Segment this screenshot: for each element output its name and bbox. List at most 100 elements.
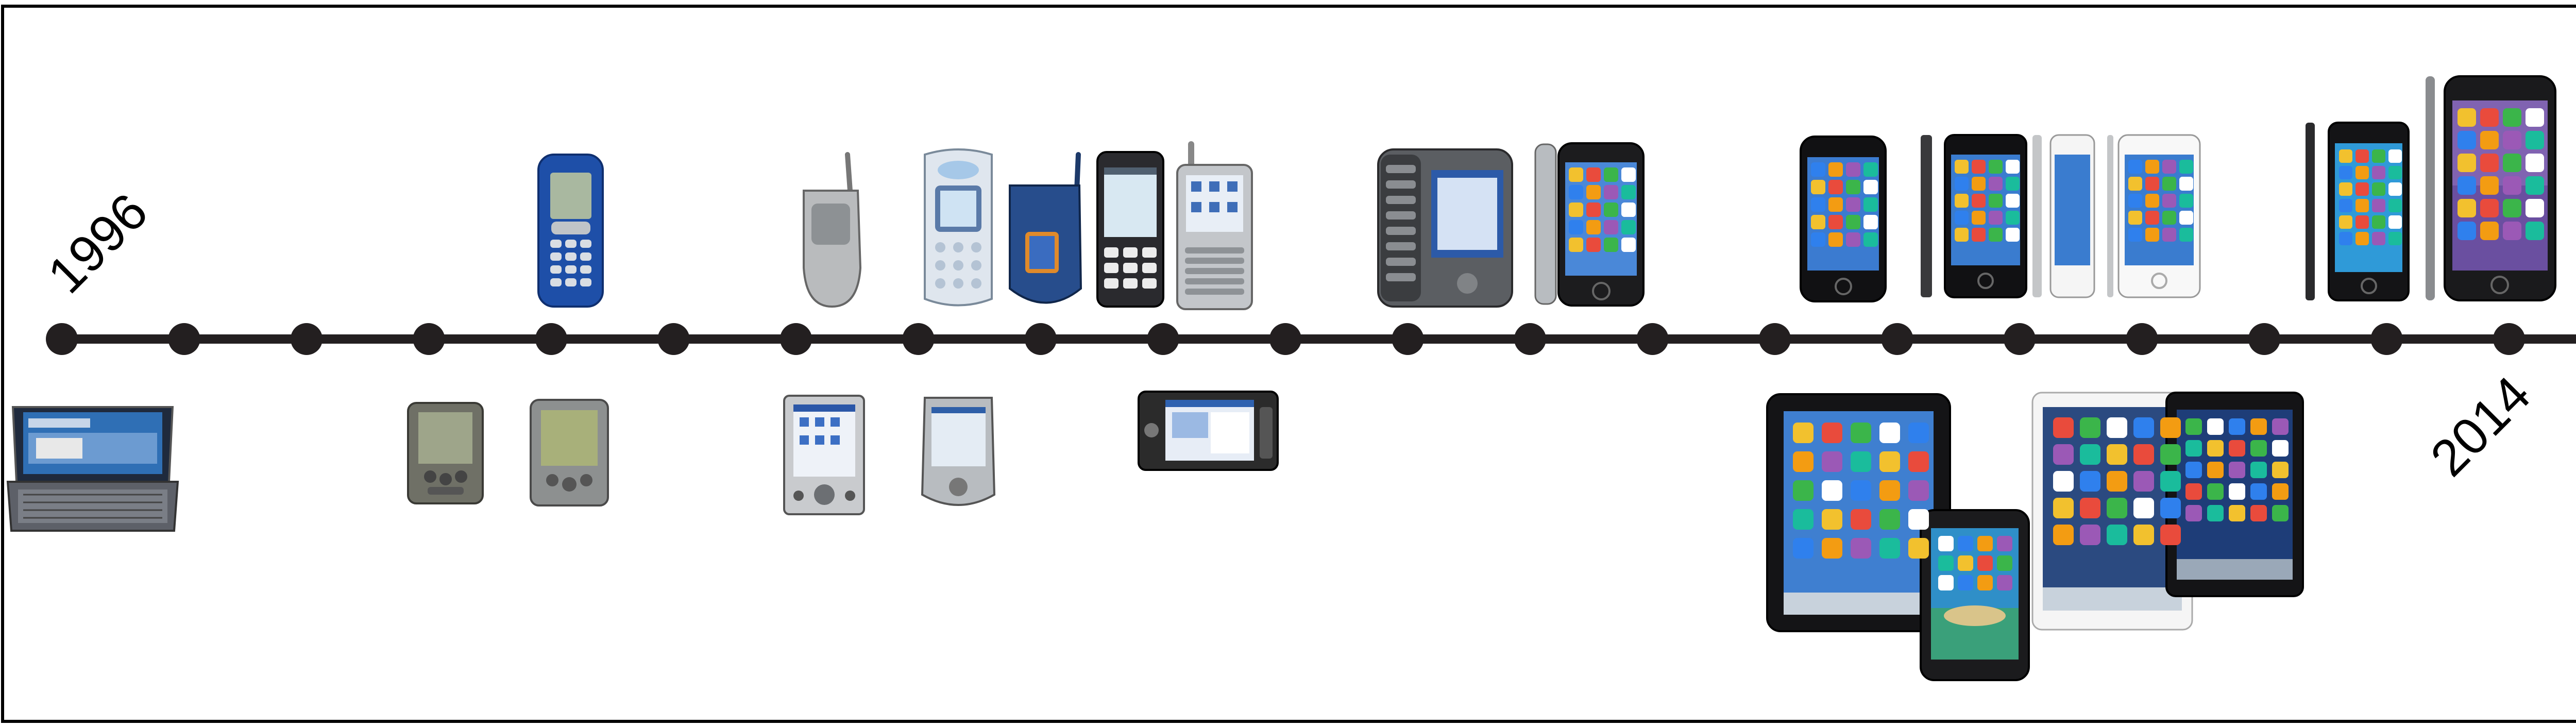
app-icon (1793, 480, 1814, 501)
app-icon (1793, 538, 1814, 559)
app-icon (1621, 202, 1636, 217)
app-icon (1908, 423, 1929, 443)
app-icon (1586, 220, 1601, 234)
timeline-tick (1759, 323, 1791, 355)
app-icon (2207, 440, 2224, 457)
treo-smartphone-icon (1176, 141, 1253, 310)
app-icon (2128, 177, 2142, 191)
app-icon (2162, 194, 2176, 208)
timeline-tick (2004, 323, 2036, 355)
app-icon (2458, 199, 2476, 217)
app-icon (1908, 451, 1929, 472)
app-icon (1863, 215, 1878, 229)
app-icon (2160, 498, 2181, 518)
app-icon (2372, 199, 2385, 212)
app-icon (1828, 180, 1843, 194)
app-icon (1863, 232, 1878, 247)
app-icon (1938, 555, 1954, 571)
app-icon (2207, 462, 2224, 478)
timeline-tick (2248, 323, 2280, 355)
timeline-tick (1881, 323, 1913, 355)
app-icon (1822, 538, 1842, 559)
app-icon (2250, 483, 2267, 500)
app-icon (1955, 177, 1969, 191)
app-icon (2006, 211, 2020, 225)
app-icon (1822, 451, 1842, 472)
app-icon (1851, 451, 1871, 472)
app-icon (1822, 480, 1842, 501)
app-icon (2207, 505, 2224, 521)
app-icon (2162, 160, 2176, 174)
app-icon (2162, 177, 2176, 191)
app-icon (2133, 525, 2154, 545)
app-icon (2080, 417, 2100, 438)
app-icon (2080, 444, 2100, 465)
app-icon (1851, 480, 1871, 501)
nokia-internet-tablet-icon (1138, 391, 1279, 471)
app-icon (2458, 176, 2476, 195)
timeline-tick (2370, 323, 2403, 355)
app-icon (1621, 167, 1636, 182)
app-icon (2133, 417, 2154, 438)
app-icon (1955, 211, 1969, 225)
timeline-tick (46, 323, 78, 355)
sony-ericsson-smartphone-icon (1096, 151, 1164, 308)
app-icon (2372, 215, 2385, 229)
app-icon (2480, 222, 2499, 240)
app-icon (2162, 211, 2176, 225)
app-icon (2053, 417, 2074, 438)
app-icon (2006, 160, 2020, 174)
app-icon (1958, 575, 1973, 590)
app-icon (2480, 131, 2499, 149)
app-icon (2272, 440, 2289, 457)
app-icon (1569, 185, 1583, 199)
app-icon (2372, 182, 2385, 196)
app-icon (1604, 167, 1618, 182)
app-icon (2128, 194, 2142, 208)
app-icon (2250, 440, 2267, 457)
app-icon (2160, 525, 2181, 545)
app-icon (1793, 423, 1814, 443)
app-icon (1879, 451, 1900, 472)
timeline-tick (168, 323, 200, 355)
app-icon (2388, 232, 2402, 245)
app-icon (2229, 483, 2245, 500)
app-icon (1586, 185, 1601, 199)
app-icon (2128, 211, 2142, 225)
app-icon (1879, 480, 1900, 501)
app-icon (2080, 525, 2100, 545)
timeline-tick (413, 323, 445, 355)
app-icon (1604, 238, 1618, 252)
app-icon (2053, 525, 2074, 545)
app-icon (1879, 538, 1900, 559)
pda-palm-icon (407, 402, 484, 504)
app-icon (2372, 166, 2385, 179)
app-icon (2107, 471, 2127, 492)
app-icon (1604, 202, 1618, 217)
app-icon (1955, 228, 1969, 242)
app-icon (2503, 108, 2521, 127)
app-icon (1811, 180, 1825, 194)
app-icon (2339, 149, 2352, 163)
app-icon (2503, 222, 2521, 240)
app-icon (2207, 483, 2224, 500)
app-icon (1811, 215, 1825, 229)
timeline-tick (535, 323, 567, 355)
app-icon (2503, 176, 2521, 195)
app-icon (2162, 228, 2176, 242)
app-icon (2107, 444, 2127, 465)
app-icon (2339, 199, 2352, 212)
app-icon (1569, 220, 1583, 234)
app-icon (1851, 423, 1871, 443)
app-icon (1793, 451, 1814, 472)
app-icon (2503, 131, 2521, 149)
app-icon (1822, 423, 1842, 443)
app-icon (1811, 232, 1825, 247)
app-icon (1989, 228, 2003, 242)
app-icon (2229, 418, 2245, 435)
app-icon (2272, 505, 2289, 521)
app-icon (2145, 160, 2159, 174)
app-icon (1586, 167, 1601, 182)
app-icon (1822, 509, 1842, 530)
